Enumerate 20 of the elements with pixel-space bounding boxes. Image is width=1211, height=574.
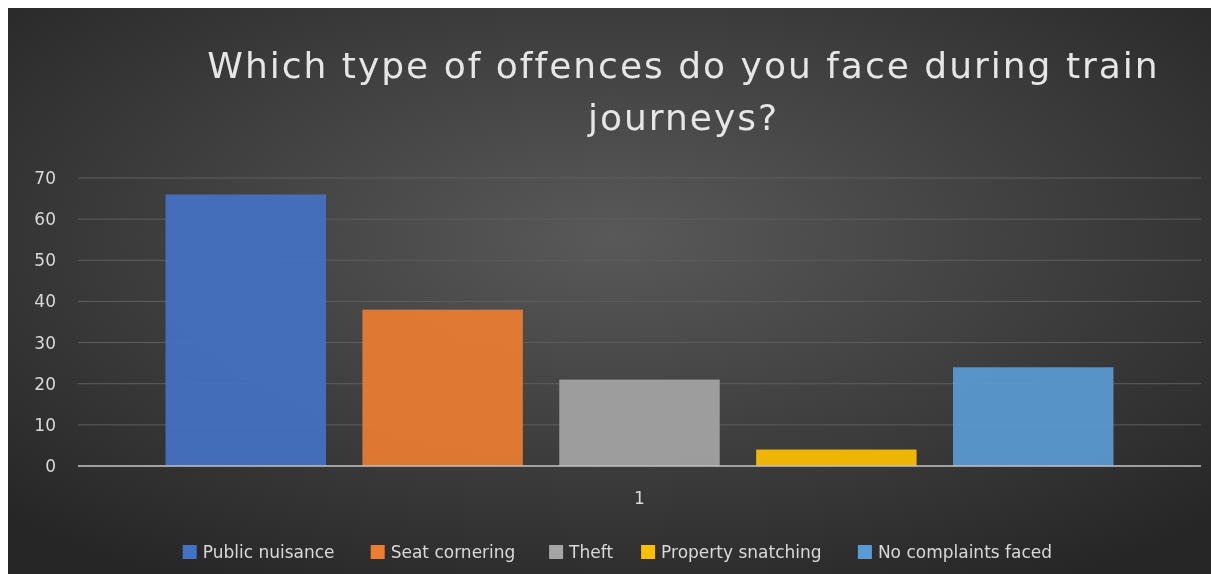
- x-tick-label: 1: [634, 488, 645, 508]
- y-tick-label: 20: [34, 373, 56, 394]
- y-tick-label: 70: [34, 167, 56, 188]
- bar: [362, 309, 523, 466]
- legend-label: Property snatching: [661, 541, 822, 562]
- y-tick-label: 0: [45, 455, 56, 476]
- y-tick-label: 30: [34, 332, 56, 353]
- y-tick-label: 60: [34, 209, 56, 230]
- bar: [953, 367, 1114, 466]
- legend-label: Public nuisance: [202, 541, 335, 562]
- legend-label: Seat cornering: [390, 541, 516, 562]
- bar: [559, 379, 720, 466]
- chart-title: Which type of offences do you face during train journeys?: [207, 45, 1160, 138]
- y-tick-label: 10: [34, 414, 56, 435]
- y-tick-label: 40: [34, 291, 56, 312]
- bar: [756, 449, 917, 466]
- legend-label: Theft: [568, 541, 614, 562]
- y-tick-label: 50: [34, 250, 56, 271]
- legend-label: No complaints faced: [877, 541, 1053, 562]
- bar: [165, 194, 326, 466]
